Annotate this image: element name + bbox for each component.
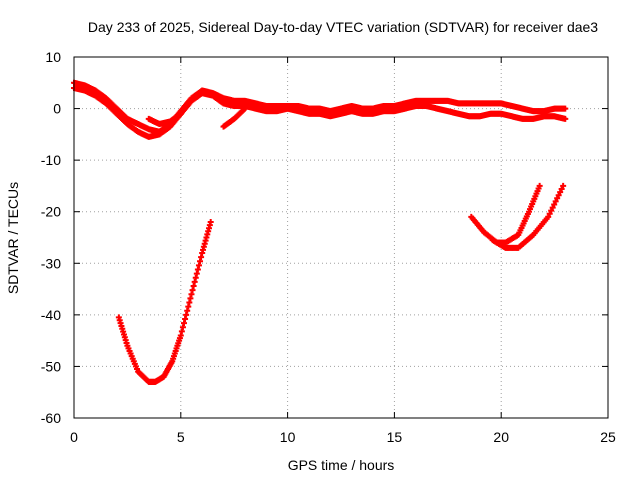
y-tick-label: 10 xyxy=(45,49,61,65)
series-track-4 xyxy=(220,105,248,130)
series-track-7 xyxy=(489,182,567,251)
data-point xyxy=(193,270,200,277)
data-point xyxy=(207,219,214,226)
series-track-3 xyxy=(145,110,184,128)
ticks: 0 5 10 15 20 25 10 0 -10 -20 -30 -40 -50 -60 xyxy=(41,49,616,445)
data-point xyxy=(549,204,556,211)
data-point xyxy=(545,213,552,220)
y-tick-label: -40 xyxy=(41,307,61,323)
y-tick-label: -20 xyxy=(41,204,61,220)
data-point xyxy=(557,189,564,196)
data-point xyxy=(548,207,555,214)
data-point xyxy=(191,278,198,285)
data-point xyxy=(558,186,565,193)
data-point xyxy=(241,105,248,112)
data-point xyxy=(182,315,189,322)
data-point xyxy=(185,303,192,310)
x-axis-label: GPS time / hours xyxy=(288,457,395,473)
x-tick-label: 15 xyxy=(387,429,403,445)
data-point xyxy=(184,307,191,314)
data-point xyxy=(562,115,569,122)
data-point xyxy=(197,258,204,265)
data-point xyxy=(177,110,184,117)
plot-frame xyxy=(73,56,609,419)
data-point xyxy=(194,266,201,273)
data-point xyxy=(562,105,569,112)
series-track-5 xyxy=(115,219,214,385)
data-points xyxy=(71,79,569,385)
data-point xyxy=(551,201,558,208)
y-tick-label: -60 xyxy=(41,410,61,426)
y-tick-label: -30 xyxy=(41,255,61,271)
data-point xyxy=(552,198,559,205)
data-point xyxy=(555,192,562,199)
data-point xyxy=(183,311,190,318)
x-tick-label: 10 xyxy=(280,429,296,445)
y-tick-label: 0 xyxy=(53,101,61,117)
data-point xyxy=(192,274,199,281)
data-point xyxy=(186,299,193,306)
chart-title: Day 233 of 2025, Sidereal Day-to-day VTE… xyxy=(88,19,598,35)
y-axis-label: SDTVAR / TECUs xyxy=(5,182,21,294)
y-tick-label: -50 xyxy=(41,358,61,374)
data-point xyxy=(188,291,195,298)
x-tick-label: 0 xyxy=(70,429,78,445)
y-tick-label: -10 xyxy=(41,152,61,168)
x-tick-label: 25 xyxy=(600,429,616,445)
data-point xyxy=(181,320,188,327)
data-point xyxy=(179,324,186,331)
data-point xyxy=(560,182,567,189)
x-tick-label: 5 xyxy=(177,429,185,445)
data-point xyxy=(536,182,543,189)
data-point xyxy=(546,210,553,217)
data-point xyxy=(178,328,185,335)
data-point xyxy=(198,254,205,261)
data-point xyxy=(190,282,197,289)
data-point xyxy=(195,262,202,269)
series-track-2 xyxy=(71,84,569,140)
data-point xyxy=(187,295,194,302)
data-point xyxy=(554,195,561,202)
data-point xyxy=(177,332,184,339)
x-tick-label: 20 xyxy=(493,429,509,445)
data-point xyxy=(189,287,196,294)
